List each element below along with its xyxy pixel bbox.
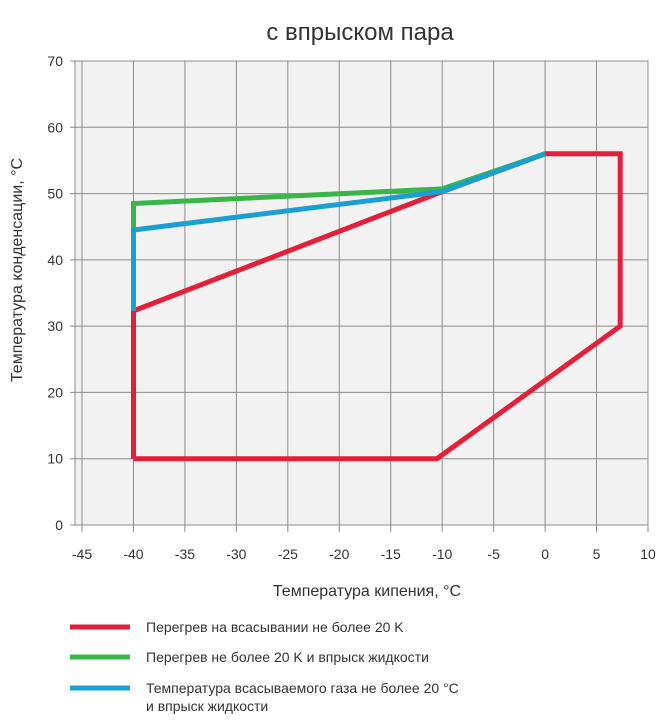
series-line-3 (131, 151, 546, 311)
x-tick-label: -15 (381, 546, 401, 562)
legend-label: Перегрев не более 20 K и впрыск жидкости (146, 649, 429, 665)
y-tick-label: 40 (47, 252, 63, 268)
y-tick-label: 20 (47, 384, 63, 400)
x-tick-label: 5 (593, 546, 601, 562)
x-tick-label: -45 (72, 546, 92, 562)
legend-label: Перегрев на всасывании не более 20 K (146, 619, 404, 635)
chart-title: с впрыском пара (266, 19, 454, 46)
legend-label: Температура всасываемого газа не более 2… (146, 680, 459, 696)
x-tick-label: -5 (487, 546, 500, 562)
x-tick-label: 0 (541, 546, 549, 562)
x-tick-label: -25 (278, 546, 298, 562)
y-axis-label: Температура конденсации, °C (9, 158, 26, 382)
series-layer (131, 151, 623, 462)
x-tick-label: -10 (432, 546, 452, 562)
x-tick-label: -30 (226, 546, 246, 562)
plot-area (74, 60, 649, 526)
x-axis-label: Температура кипения, °C (273, 583, 461, 600)
x-tick-label: 10 (640, 546, 656, 562)
y-tick-label: 0 (55, 517, 63, 533)
x-tick-label: -40 (123, 546, 143, 562)
y-axis-ticks: 0 10 20 30 40 50 60 70 (47, 53, 63, 533)
y-tick-label: 30 (47, 318, 63, 334)
series-line-1 (131, 151, 623, 462)
y-tick-label: 50 (47, 186, 63, 202)
x-tick-label: -35 (175, 546, 195, 562)
y-tick-label: 10 (47, 451, 63, 467)
legend-label: и впрыск жидкости (146, 698, 268, 714)
x-tick-label: -20 (329, 546, 349, 562)
y-tick-label: 60 (47, 119, 63, 135)
y-tick-label: 70 (47, 53, 63, 69)
x-axis-ticks: -45 -40 -35 -30 -25 -20 -15 -10 -5 0 5 10 (72, 546, 656, 562)
legend: Перегрев на всасывании не более 20 K Пере… (70, 619, 459, 714)
